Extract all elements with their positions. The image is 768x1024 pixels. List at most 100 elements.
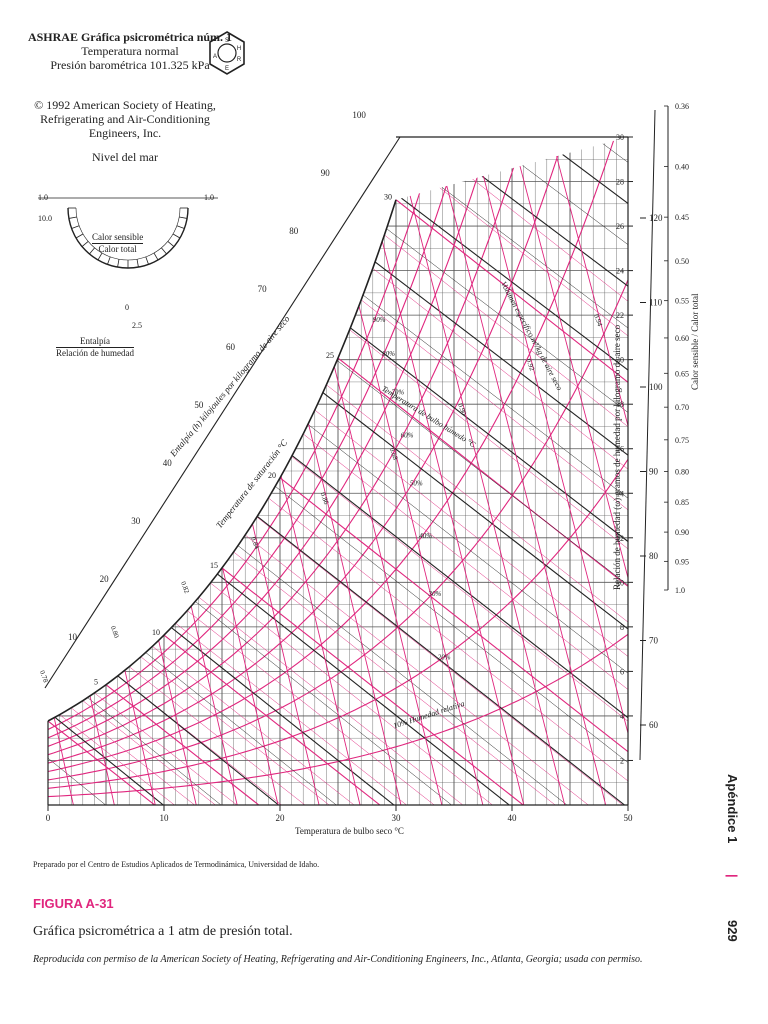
protractor-tick <box>75 233 84 239</box>
enthalpy-line <box>48 137 628 805</box>
enthalpy-right-tick-label: 100 <box>649 382 663 392</box>
enthalpy-right-tick-label: 90 <box>649 467 659 477</box>
shr-tick-label: 0.60 <box>675 334 689 343</box>
enthalpy-tick-label: 20 <box>100 574 110 584</box>
humidity-tick-label: 4 <box>620 712 624 721</box>
side-separator: | <box>725 874 740 878</box>
specific-volume-label: 0.90 <box>456 402 468 417</box>
protractor-tick <box>81 241 89 247</box>
specific-volume-line <box>48 137 115 805</box>
rh-tick-label: 50% <box>410 479 423 487</box>
specific-volume-label: 0.78 <box>38 669 50 684</box>
humidity-tick-label: 26 <box>616 222 624 231</box>
wetbulb-line <box>407 162 628 805</box>
specific-volume-line <box>48 137 74 805</box>
enthalpy-line <box>48 137 337 805</box>
saturation-tick-label: 10 <box>152 628 160 637</box>
humidity-tick-label: 12 <box>616 534 624 543</box>
saturation-tick-label: 25 <box>326 351 334 360</box>
chart-subtitle-pressure: Presión barométrica 101.325 kPa <box>50 58 210 72</box>
x-tick-label: 10 <box>160 813 170 823</box>
specific-volume-label: 0.84 <box>249 536 261 551</box>
wetbulb-line <box>349 329 628 805</box>
protractor-bottom-right-value: 2.5 <box>132 321 142 330</box>
enthalpy-formula: Entalpía Relación de humedad <box>56 336 134 359</box>
rh-curve-90 <box>48 137 443 730</box>
wetbulb-line <box>372 268 628 805</box>
wetbulb-line <box>82 700 216 805</box>
enthalpy-right-tick-label: 60 <box>649 720 659 730</box>
enthalpy-tick-label: 100 <box>352 110 366 120</box>
wetbulb-line <box>175 623 407 805</box>
shr-tick-label: 0.70 <box>675 403 689 412</box>
shr-tick-label: 0.65 <box>675 369 689 378</box>
protractor: 1.0 1.0 10.0 0 2.5 <box>38 193 218 330</box>
shr-tick-label: 0.85 <box>675 498 689 507</box>
x-tick-label: 50 <box>624 813 634 823</box>
x-tick-label: 0 <box>46 813 51 823</box>
enthalpy-right-tick-label: 80 <box>649 551 659 561</box>
specific-volume-label: 0.88 <box>388 447 400 462</box>
protractor-tick <box>172 233 181 239</box>
specific-volume-line <box>394 137 566 805</box>
rh-tick-label: 30% <box>427 590 441 598</box>
wetbulb-line <box>326 384 628 805</box>
figure-label: FIGURA A-31 <box>33 896 114 911</box>
protractor-tick <box>107 256 111 265</box>
wetbulb-line <box>268 497 628 805</box>
shr-formula-top: Calor sensible <box>92 232 144 242</box>
enthalpy-line <box>429 137 628 805</box>
saturation-tick-label: 30 <box>384 193 392 202</box>
humidity-tick-label: 10 <box>616 578 624 587</box>
wetbulb-line <box>395 199 628 805</box>
humidity-tick-label: 14 <box>616 489 624 498</box>
specific-volume-line <box>433 137 607 805</box>
enthalpy-right-tick-label: 110 <box>649 298 663 308</box>
wetbulb-line <box>256 516 623 805</box>
humidity-tick-label: 20 <box>616 356 624 365</box>
wetbulb-line <box>48 720 156 805</box>
wetbulb-line <box>314 409 628 805</box>
wetbulb-line <box>163 634 381 805</box>
logo-letter-e: E <box>225 66 229 72</box>
copyright-line-2: Refrigerating and Air-Conditioning Engin… <box>40 112 210 140</box>
wetbulb-line <box>233 551 556 805</box>
enthalpy-line <box>375 137 628 805</box>
altitude-label: Nivel del mar <box>92 150 158 164</box>
enthalpy-scale-line <box>44 136 401 689</box>
saturation-curve <box>47 199 397 722</box>
humidity-tick-label: 18 <box>616 400 624 409</box>
rh-curve-40 <box>48 137 617 773</box>
enthalpy-tick-label: 10 <box>68 632 78 642</box>
protractor-tick <box>71 225 80 229</box>
rh-curve-70 <box>48 137 496 747</box>
shr-tick-label: 0.45 <box>675 213 689 222</box>
enthalpy-line <box>48 137 106 805</box>
wetbulb-line <box>384 234 628 805</box>
rh-curve-50 <box>48 137 571 764</box>
prepared-by: Preparado por el Centro de Estudios Apli… <box>33 860 320 869</box>
enthalpy-line <box>48 137 164 805</box>
appendix-side-title: Apéndice 1 <box>725 774 740 844</box>
humidity-tick-label: 8 <box>620 623 624 632</box>
specific-volume-line <box>550 137 628 805</box>
enthalpy-tick-label: 70 <box>258 284 268 294</box>
specific-volume-label: 0.94 <box>592 313 604 328</box>
enthalpy-tick-label: 90 <box>321 168 331 178</box>
wetbulb-line <box>303 433 628 805</box>
protractor-tick <box>153 252 159 261</box>
rh-tick-label: 90% <box>373 316 386 324</box>
wetbulb-line <box>94 692 237 805</box>
x-tick-label: 30 <box>392 813 402 823</box>
protractor-tick <box>161 247 167 255</box>
rh-tick-label: 70% <box>391 389 404 397</box>
enthalpy-right-tick-label: 70 <box>649 636 659 646</box>
chart-title: ASHRAE Gráfica psicrométrica núm. 1 <box>27 30 233 44</box>
shr-formula: Calor sensible Calor total <box>92 232 144 255</box>
copyright-block: © 1992 American Society of Heating, Refr… <box>20 98 230 140</box>
enthalpy-tick-label: 30 <box>131 516 141 526</box>
enthalpy-tick-label: 60 <box>226 342 236 352</box>
wetbulb-line <box>152 646 355 805</box>
shr-tick-label: 0.95 <box>675 557 689 566</box>
